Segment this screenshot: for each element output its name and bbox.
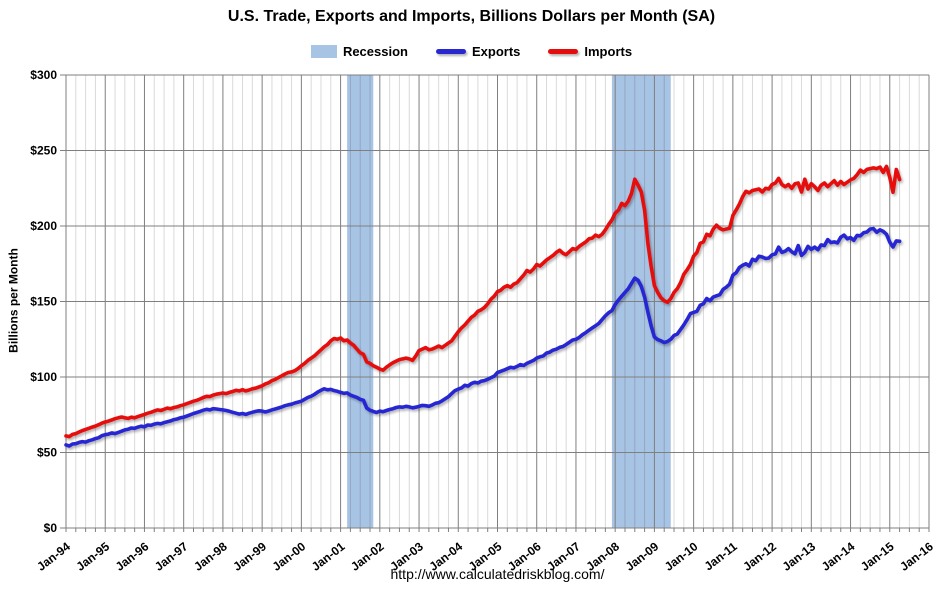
chart-title: U.S. Trade, Exports and Imports, Billion… (227, 8, 716, 25)
legend: Recession Exports Imports (0, 44, 943, 59)
imports-line-swatch (548, 49, 579, 54)
legend-item-imports: Imports (548, 44, 632, 59)
legend-label-exports: Exports (471, 44, 521, 59)
imports-line (64, 164, 902, 439)
y-tick-label: $150 (30, 295, 57, 309)
legend-label-recession: Recession (342, 44, 408, 59)
exports-line (64, 226, 902, 448)
y-tick-label: $300 (30, 68, 57, 82)
y-tick-label: $0 (44, 521, 58, 535)
source-url: http://www.calculatedriskblog.com/ (390, 566, 605, 582)
y-tick-label: $200 (30, 219, 57, 233)
legend-item-exports: Exports (435, 44, 521, 59)
y-axis-title: Billions per Month (6, 248, 21, 353)
y-tick-label: $50 (37, 446, 57, 460)
exports-line-swatch (435, 49, 466, 54)
legend-label-imports: Imports (584, 44, 633, 59)
recession-swatch (310, 45, 337, 58)
legend-item-recession: Recession (310, 44, 408, 59)
y-tick-label: $250 (30, 144, 57, 158)
y-tick-label: $100 (30, 370, 57, 384)
